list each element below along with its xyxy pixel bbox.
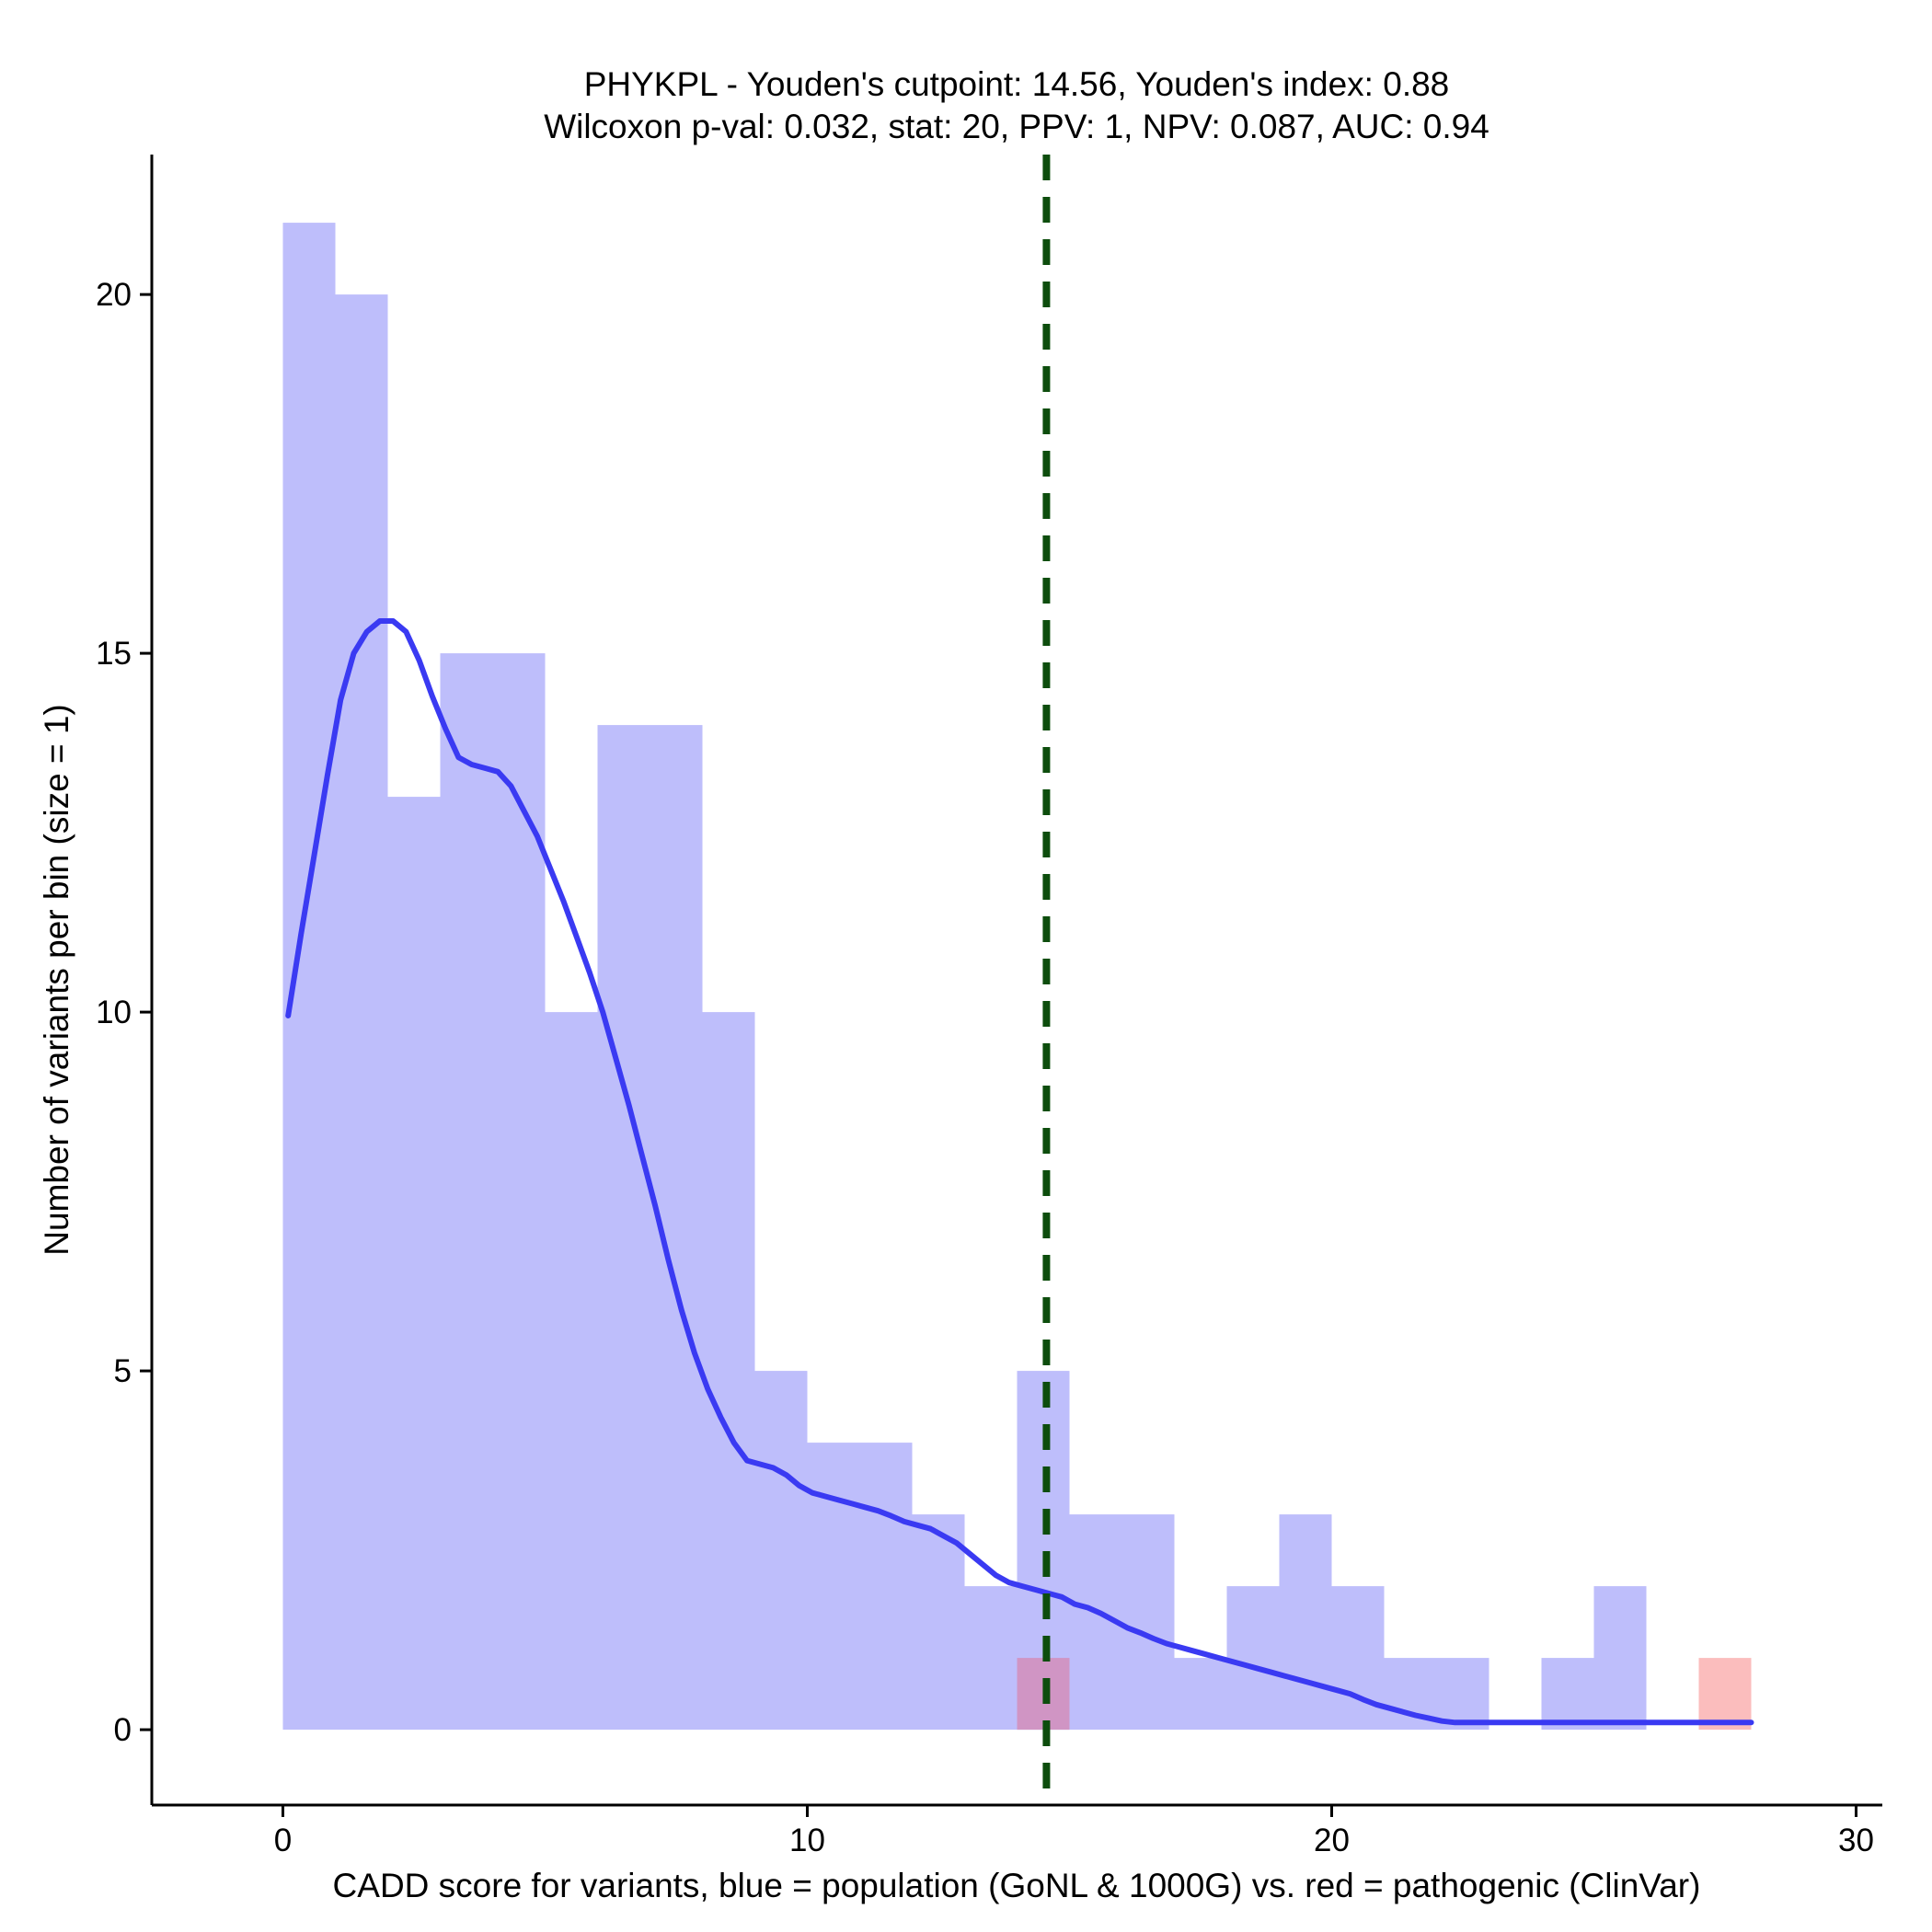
population-bar bbox=[702, 1012, 755, 1731]
chart-title-line-1: PHYKPL - Youden's cutpoint: 14.56, Youde… bbox=[584, 65, 1450, 103]
population-bar bbox=[1593, 1586, 1647, 1731]
chart-title-line-2: Wilcoxon p-val: 0.032, stat: 20, PPV: 1,… bbox=[544, 108, 1489, 145]
population-bar bbox=[1436, 1658, 1489, 1731]
y-tick-label: 5 bbox=[114, 1353, 132, 1389]
population-bar bbox=[335, 294, 388, 1731]
population-bar bbox=[282, 223, 336, 1731]
population-bar bbox=[597, 725, 650, 1731]
y-tick-label: 0 bbox=[114, 1712, 132, 1748]
population-bar bbox=[1279, 1514, 1332, 1731]
x-tick-label: 0 bbox=[274, 1823, 292, 1858]
population-bar bbox=[1541, 1658, 1594, 1731]
pathogenic-bar bbox=[1698, 1658, 1752, 1731]
y-tick-label: 20 bbox=[96, 277, 132, 313]
population-bar bbox=[807, 1443, 860, 1731]
population-bar bbox=[1121, 1514, 1175, 1731]
population-bar bbox=[1331, 1586, 1385, 1731]
y-tick-label: 15 bbox=[96, 636, 132, 672]
x-axis-label: CADD score for variants, blue = populati… bbox=[333, 1867, 1701, 1904]
ticks-layer: 0 10 20 30 0 5 10 15 20 bbox=[96, 277, 1874, 1858]
bars-layer bbox=[282, 223, 1752, 1731]
x-tick-label: 10 bbox=[789, 1823, 825, 1858]
y-axis-label: Number of variants per bin (size = 1) bbox=[38, 704, 75, 1255]
population-bar bbox=[964, 1586, 1018, 1731]
population-bar bbox=[1226, 1586, 1280, 1731]
population-density-curve bbox=[285, 618, 1754, 1726]
y-tick-label: 10 bbox=[96, 995, 132, 1030]
x-tick-label: 20 bbox=[1314, 1823, 1350, 1858]
population-bar bbox=[545, 1012, 598, 1731]
density-layer bbox=[285, 618, 1754, 1726]
x-tick-label: 30 bbox=[1838, 1823, 1874, 1858]
population-bar bbox=[859, 1443, 913, 1731]
axes-layer bbox=[150, 155, 1882, 1807]
population-bar bbox=[387, 797, 441, 1731]
population-bar bbox=[912, 1514, 965, 1731]
population-bar bbox=[754, 1371, 808, 1731]
population-bar bbox=[440, 653, 493, 1731]
population-bar bbox=[1174, 1658, 1227, 1731]
population-bar bbox=[492, 653, 546, 1731]
